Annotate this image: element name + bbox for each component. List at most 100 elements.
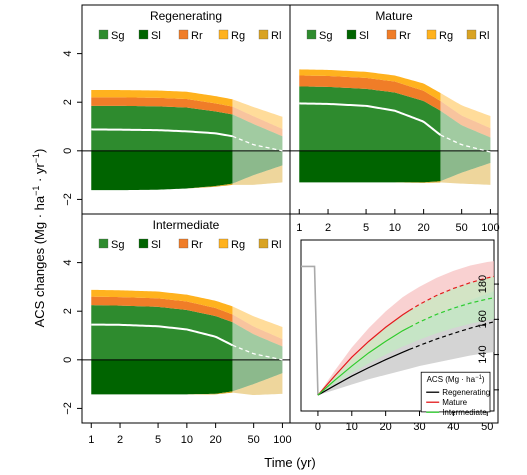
legend-title-end: ) [482, 375, 485, 384]
x-tick-label: 2 [117, 434, 123, 446]
line-regenerating-observed [317, 348, 410, 396]
legend-title: ACS (Mg · ha−1) [427, 375, 485, 384]
line-intermediate-observed [317, 326, 410, 396]
x-tick-label: 20 [209, 434, 221, 446]
area-sl-observed [91, 150, 233, 191]
y-tick-label-right: 180 [477, 275, 489, 293]
x-tick-label-bottom: 40 [447, 421, 459, 433]
area-rg-observed [91, 90, 233, 107]
x-tick-label: 1 [88, 434, 94, 446]
legend-label-rr: Rr [191, 30, 203, 42]
panel-title: Mature [375, 9, 413, 23]
panel-title: Intermediate [153, 218, 220, 232]
area-rr-projected [440, 100, 491, 138]
area-sg-observed [91, 305, 233, 360]
area-rg-projected [232, 99, 283, 129]
x-tick-label-bottom: 30 [413, 421, 425, 433]
y-axis-title: ACS changes (Mg · ha−1 · yr−1) [31, 149, 47, 328]
top-x-tick-label: 10 [389, 222, 401, 234]
legend-swatch-sg [98, 29, 109, 40]
area-rr-observed [91, 296, 233, 323]
y-tick-label: 4 [62, 51, 74, 57]
area-sl-observed [91, 359, 233, 395]
legend-label-sl: Sl [151, 239, 161, 251]
panel-mature: Mature Sg Sl Rr Rg Rl [289, 4, 499, 215]
legend-swatch-sl [346, 29, 357, 40]
legend-label-sl: Sl [359, 30, 369, 42]
legend-label-intermediate: Intermediate [442, 408, 487, 417]
area-rr-projected [232, 106, 283, 137]
y-tick-label: −2 [62, 402, 74, 415]
legend-label-sg: Sg [111, 30, 124, 42]
top-x-tick-label: 100 [481, 222, 499, 234]
legend-label-rg: Rg [439, 30, 453, 42]
legend-label-rl: Rl [271, 239, 281, 251]
legend-title-text: ACS (Mg · ha [427, 375, 476, 384]
x-tick-label-bottom: 0 [315, 421, 321, 433]
net-line-observed [91, 323, 233, 347]
legend-swatch-sg [98, 238, 109, 249]
x-tick-label-bottom: 10 [346, 421, 358, 433]
panel-regenerating: Regenerating Sg Sl Rr Rg Rl −2 0 2 4 [62, 4, 291, 215]
area-sl-projected [440, 150, 491, 182]
legend-label-rr: Rr [399, 30, 411, 42]
top-x-tick-label: 2 [325, 222, 331, 234]
legend-label-regenerating: Regenerating [442, 388, 490, 397]
x-tick-label: 5 [155, 434, 161, 446]
legend-swatch-sl [138, 238, 149, 249]
area-rl-projected [440, 162, 491, 185]
net-line-projected [440, 134, 491, 153]
panel-title: Regenerating [150, 9, 222, 23]
top-x-tick-label: 5 [363, 222, 369, 234]
x-axis-title: Time (yr) [264, 455, 316, 470]
area-rl-observed [299, 181, 441, 183]
area-sg-projected [232, 322, 283, 360]
pre-disturbance-line [301, 265, 319, 396]
y-tick-label: 0 [62, 357, 74, 363]
top-x-tick-label: 1 [296, 222, 302, 234]
area-sg-observed [299, 86, 441, 151]
legend-swatch-rg [218, 29, 229, 40]
legend-label-sl: Sl [151, 30, 161, 42]
panel-intermediate: Intermediate Sg Sl Rr Rg Rl −2 0 2 4 1 2 5 10 20 50 100 [62, 213, 292, 446]
legend-swatch-rg [426, 29, 437, 40]
y-tick-label: 0 [62, 148, 74, 154]
area-rg-projected [232, 306, 283, 340]
top-x-tick-label: 50 [456, 222, 468, 234]
panel-frame [289, 213, 499, 424]
x-tick-label: 10 [181, 434, 193, 446]
legend-label-sg: Sg [111, 239, 124, 251]
legend-swatch-rl [466, 29, 477, 40]
y-tick-label-right: 160 [477, 310, 489, 328]
x-tick-label-bottom: 50 [481, 421, 493, 433]
y-tick-label-right: 140 [477, 345, 489, 363]
legend-swatch-rr [386, 29, 397, 40]
legend-swatch-rg [218, 238, 229, 249]
legend-swatch-rl [258, 238, 269, 249]
legend-swatch-rl [258, 29, 269, 40]
legend-swatch-sg [306, 29, 317, 40]
area-rg-observed [299, 69, 441, 101]
area-rr-observed [91, 97, 233, 115]
y-tick-label: 4 [62, 260, 74, 266]
legend-title-sup: −1 [475, 375, 483, 381]
area-rr-projected [232, 314, 283, 347]
net-line-observed [299, 102, 442, 136]
area-rl-projected [232, 165, 283, 185]
area-sg-projected [232, 114, 283, 151]
area-sl-projected [232, 359, 283, 392]
legend-label-sg: Sg [319, 30, 332, 42]
x-tick-label: 50 [248, 434, 260, 446]
legend-label-rg: Rg [231, 30, 245, 42]
line-regenerating-projected [409, 321, 495, 351]
legend-label-rr: Rr [191, 239, 203, 251]
y-tick-label: −2 [62, 193, 74, 206]
area-rg-projected [440, 92, 491, 129]
legend-label-rl: Rl [271, 30, 281, 42]
net-line-observed [91, 128, 233, 138]
legend-label-rl: Rl [479, 30, 489, 42]
y-tick-label: 2 [62, 99, 74, 105]
line-mature-projected [409, 275, 495, 312]
band-intermediate [317, 276, 494, 396]
